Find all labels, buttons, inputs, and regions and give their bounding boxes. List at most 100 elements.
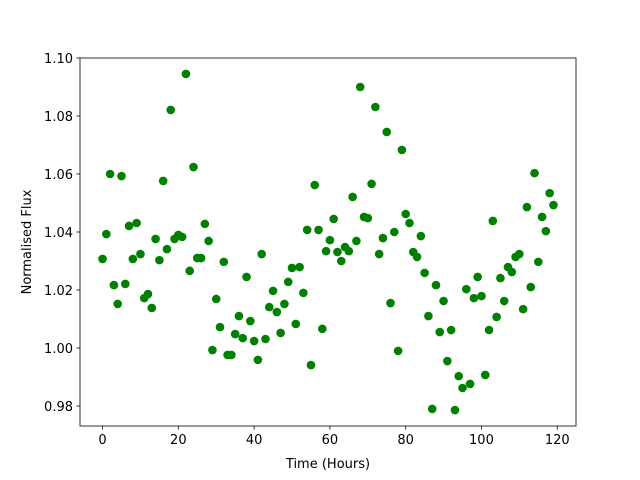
point: [443, 356, 452, 366]
point: [352, 236, 361, 246]
point: [166, 105, 176, 115]
point: [333, 247, 342, 257]
point: [310, 180, 320, 190]
point: [124, 221, 134, 231]
point: [522, 202, 532, 212]
point: [280, 299, 289, 309]
point: [549, 200, 558, 210]
point: [208, 345, 217, 355]
point: [526, 282, 536, 292]
point: [355, 82, 365, 92]
point: [344, 246, 354, 256]
x-tick-label: 0: [98, 433, 106, 448]
point: [113, 299, 123, 309]
point: [454, 371, 464, 381]
y-tick-label: 1.06: [44, 168, 73, 183]
point: [371, 102, 380, 112]
x-tick-label: 60: [322, 433, 339, 448]
point: [325, 235, 335, 245]
point: [533, 257, 543, 267]
point: [215, 322, 225, 332]
point: [299, 288, 308, 298]
x-tick-label: 100: [469, 433, 494, 448]
point: [329, 214, 338, 224]
point: [162, 244, 172, 254]
point: [283, 277, 293, 287]
point: [435, 327, 445, 337]
point: [386, 298, 395, 308]
point: [537, 212, 547, 222]
point: [499, 296, 509, 306]
point: [393, 346, 403, 356]
point: [397, 145, 407, 155]
point: [405, 218, 414, 228]
point: [246, 316, 255, 326]
point: [473, 272, 482, 282]
point: [439, 296, 448, 306]
point: [382, 127, 392, 137]
point: [321, 246, 331, 256]
point: [132, 218, 141, 228]
point: [276, 328, 285, 338]
y-tick-label: 1.08: [44, 110, 73, 125]
point: [458, 383, 467, 393]
point: [109, 280, 119, 290]
point: [318, 324, 327, 334]
point: [291, 319, 301, 329]
x-tick-label: 40: [246, 433, 263, 448]
point: [420, 268, 429, 278]
point: [257, 249, 266, 259]
point: [446, 325, 456, 335]
point: [181, 69, 191, 79]
y-tick-label: 1.02: [44, 284, 73, 299]
point: [177, 232, 187, 242]
point: [530, 168, 539, 178]
point: [507, 267, 517, 277]
point: [480, 370, 490, 380]
x-tick-label: 20: [170, 433, 187, 448]
point: [427, 404, 437, 414]
point: [412, 252, 422, 262]
point: [545, 188, 554, 198]
point: [151, 234, 160, 244]
point: [272, 307, 282, 317]
point: [105, 169, 115, 179]
x-tick-label: 80: [397, 433, 414, 448]
point: [390, 227, 399, 237]
y-tick-label: 0.98: [44, 400, 73, 415]
point: [234, 311, 244, 321]
point: [416, 231, 426, 241]
point: [227, 350, 236, 360]
point: [230, 329, 240, 339]
point: [488, 216, 498, 226]
point: [295, 262, 304, 272]
point: [348, 192, 357, 202]
point: [211, 294, 221, 304]
plot-frame: [79, 57, 577, 427]
point: [196, 253, 206, 263]
point: [367, 179, 376, 189]
point: [518, 304, 528, 314]
point: [189, 162, 198, 172]
y-axis-label: Normalised Flux: [20, 189, 35, 294]
point: [102, 229, 111, 239]
point: [477, 291, 486, 301]
point: [242, 272, 251, 282]
point: [287, 263, 297, 273]
point: [253, 355, 263, 365]
point: [185, 266, 194, 276]
y-tick-label: 1.10: [44, 52, 73, 67]
point: [204, 236, 213, 246]
point: [249, 336, 259, 346]
point: [465, 379, 475, 389]
point: [238, 333, 248, 343]
point: [302, 225, 312, 235]
point: [374, 249, 384, 259]
point: [264, 302, 274, 312]
point: [424, 311, 433, 321]
point: [541, 226, 551, 236]
point: [128, 254, 138, 264]
point: [136, 249, 145, 259]
point: [484, 325, 494, 335]
